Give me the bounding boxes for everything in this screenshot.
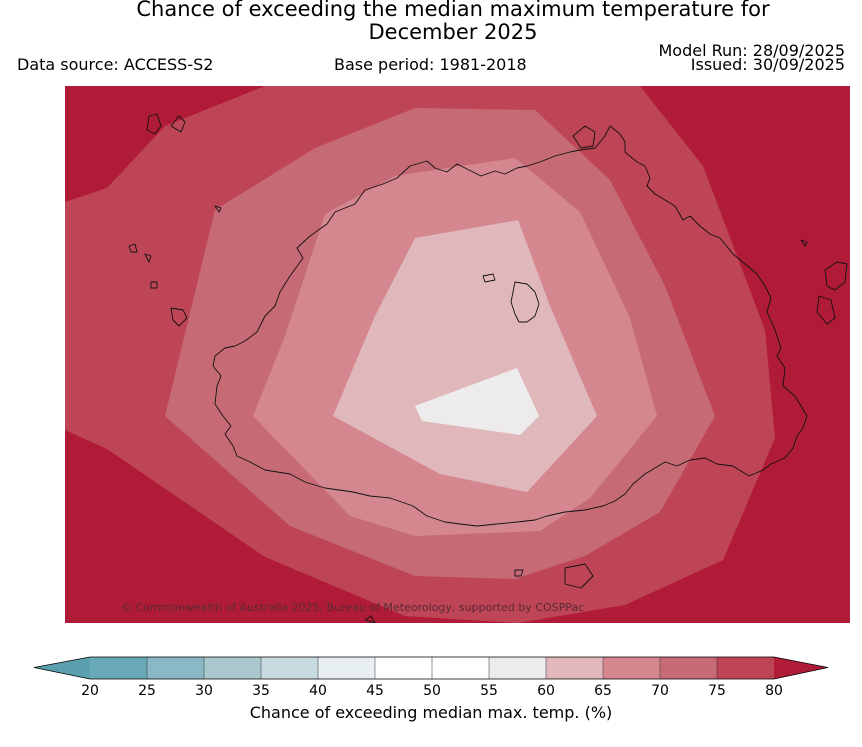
copyright-text: © Commonwealth of Australia 2025, Bureau… xyxy=(121,601,585,614)
islet-8 xyxy=(800,239,808,247)
islet-7 xyxy=(170,307,188,327)
colorbar-segments xyxy=(90,657,775,679)
colorbar-segment xyxy=(318,657,376,679)
colorbar-tick-label: 55 xyxy=(480,683,498,699)
model-run-label: Model Run: 28/09/2025 xyxy=(658,41,846,60)
colorbar-segment xyxy=(375,657,433,679)
issued-label: Issued: 30/09/2025 xyxy=(690,55,845,74)
colorbar-segment xyxy=(432,657,490,679)
islet-11 xyxy=(572,125,596,149)
colorbar-segment xyxy=(90,657,148,679)
islet-2 xyxy=(146,113,162,135)
islet-9 xyxy=(824,261,848,291)
colorbar-svg xyxy=(33,656,829,680)
islet-1 xyxy=(170,115,186,133)
probability-map xyxy=(65,86,850,623)
colorbar-tick-label: 30 xyxy=(195,683,213,699)
islet-4 xyxy=(128,243,138,253)
zone-55-60 xyxy=(415,368,539,435)
colorbar-segment xyxy=(489,657,547,679)
islet-13 xyxy=(564,563,594,589)
colorbar-tick-label: 40 xyxy=(309,683,327,699)
colorbar-tick-label: 70 xyxy=(651,683,669,699)
title-line-1: Chance of exceeding the median maximum t… xyxy=(136,0,770,21)
colorbar-tick-label: 45 xyxy=(366,683,384,699)
ovalau-coastline xyxy=(510,281,540,323)
data-source-label: Data source: ACCESS-S2 xyxy=(17,55,214,74)
islet-14 xyxy=(514,569,524,577)
colorbar-segment xyxy=(261,657,319,679)
colorbar-under-arrow xyxy=(34,657,90,679)
colorbar-segment xyxy=(717,657,775,679)
title-line-2: December 2025 xyxy=(368,20,538,44)
colorbar-label: Chance of exceeding median max. temp. (%… xyxy=(249,703,613,722)
colorbar-segment xyxy=(204,657,262,679)
colorbar-segment xyxy=(546,657,604,679)
colorbar xyxy=(33,656,829,682)
islet-3 xyxy=(214,205,222,213)
islet-15 xyxy=(364,615,376,623)
colorbar-tick-label: 75 xyxy=(708,683,726,699)
map-svg xyxy=(65,86,850,623)
islet-6 xyxy=(150,281,158,289)
colorbar-tick-label: 50 xyxy=(423,683,441,699)
viti-levu-coastline xyxy=(212,125,808,527)
colorbar-over-arrow xyxy=(774,657,828,679)
base-period-label: Base period: 1981-2018 xyxy=(334,55,527,74)
chart-title: Chance of exceeding the median maximum t… xyxy=(0,0,862,44)
colorbar-tick-label: 35 xyxy=(252,683,270,699)
islet-5 xyxy=(144,253,152,263)
colorbar-tick-label: 65 xyxy=(594,683,612,699)
colorbar-tick-label: 25 xyxy=(138,683,156,699)
coastline xyxy=(128,113,848,623)
colorbar-tick-label: 60 xyxy=(537,683,555,699)
colorbar-tick-label: 20 xyxy=(81,683,99,699)
islet-10 xyxy=(816,295,836,325)
islet-12 xyxy=(482,273,496,283)
colorbar-segment xyxy=(603,657,661,679)
colorbar-segment xyxy=(660,657,718,679)
colorbar-tick-label: 80 xyxy=(765,683,783,699)
colorbar-segment xyxy=(147,657,205,679)
